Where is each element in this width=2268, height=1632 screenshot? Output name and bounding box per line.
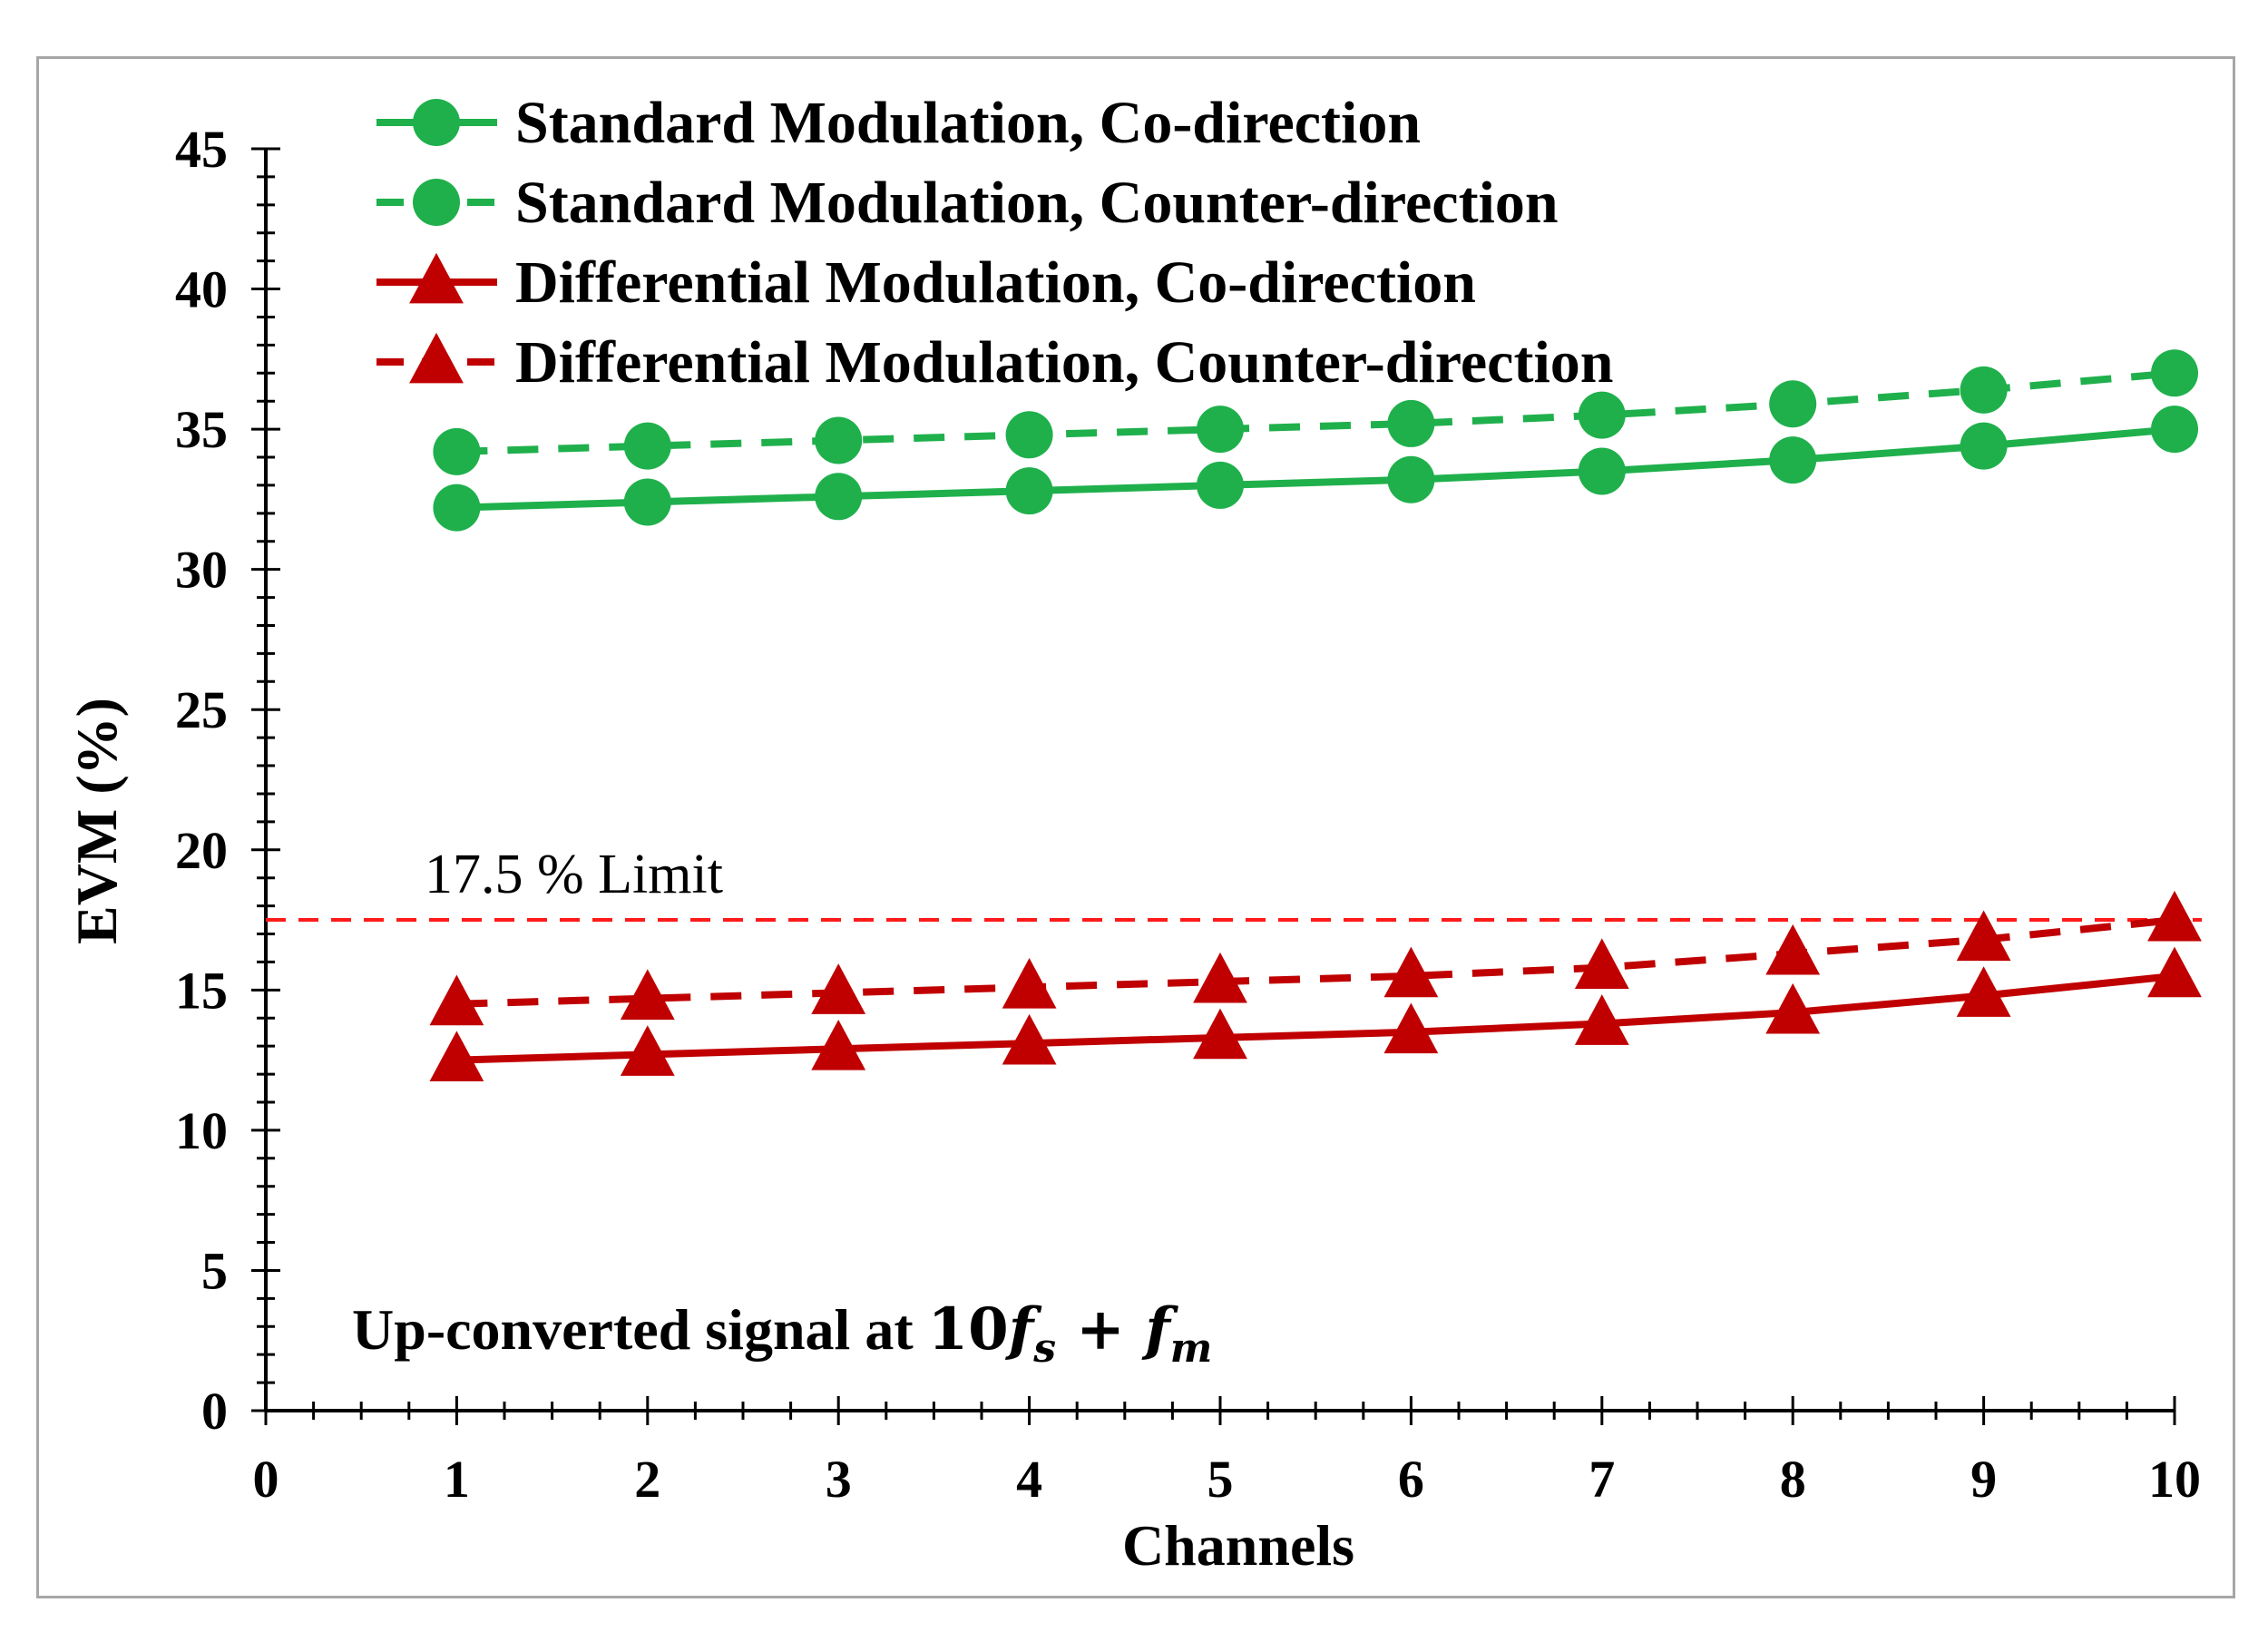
x-tick-label: 6 xyxy=(1398,1450,1424,1509)
data-point-circle xyxy=(1769,436,1817,484)
x-axis: 0 1 2 3 4 5 6 7 8 9 10 xyxy=(253,1396,2201,1509)
annotation-text: Up-converted signal at 10fs + fm xyxy=(352,1295,1212,1372)
legend-item-3: Differential Modulation, Co-direction xyxy=(376,249,1476,316)
data-point-circle xyxy=(1769,380,1817,428)
y-tick-label: 30 xyxy=(175,541,228,600)
data-point-circle xyxy=(815,473,863,521)
series-line xyxy=(456,916,2175,1008)
y-tick-label: 40 xyxy=(175,260,228,319)
x-tick-label: 5 xyxy=(1207,1450,1234,1509)
data-point-triangle xyxy=(811,1020,866,1070)
x-tick-label: 1 xyxy=(444,1450,470,1509)
y-tick-label: 20 xyxy=(175,821,228,880)
data-point-circle xyxy=(433,427,481,475)
x-tick-label: 0 xyxy=(253,1450,279,1509)
data-point-triangle xyxy=(811,963,866,1014)
series-3 xyxy=(429,946,2202,1082)
data-point-circle xyxy=(1387,455,1435,503)
data-point-circle xyxy=(1197,406,1244,454)
data-point-triangle xyxy=(1383,946,1439,998)
data-point-triangle xyxy=(1193,952,1247,1003)
data-point-triangle xyxy=(1002,958,1057,1009)
x-tick-label: 3 xyxy=(826,1450,852,1509)
legend-item-1: Standard Modulation, Co-direction xyxy=(376,90,1421,156)
legend-label: Differential Modulation, Counter-directi… xyxy=(515,329,1614,396)
annotation-sub2: m xyxy=(1170,1325,1213,1372)
data-point-triangle xyxy=(2147,946,2202,998)
data-point-circle xyxy=(1005,467,1053,515)
legend-label: Standard Modulation, Co-direction xyxy=(515,90,1421,156)
x-tick-label: 10 xyxy=(2148,1450,2201,1509)
y-tick-label: 25 xyxy=(175,680,228,739)
data-point-triangle xyxy=(409,252,464,304)
x-tick-label: 7 xyxy=(1589,1450,1615,1509)
data-point-circle xyxy=(2151,349,2198,397)
y-axis: 0 5 10 15 20 25 30 35 40 45 xyxy=(175,120,280,1441)
data-point-triangle xyxy=(429,974,484,1026)
x-tick-label: 2 xyxy=(634,1450,660,1509)
legend-item-4: Differential Modulation, Counter-directi… xyxy=(376,329,1614,396)
data-point-triangle xyxy=(1574,994,1629,1045)
x-tick-label: 9 xyxy=(1970,1450,1997,1509)
data-point-triangle xyxy=(1956,966,2011,1017)
data-point-circle xyxy=(413,179,460,226)
y-tick-label: 35 xyxy=(175,400,228,459)
data-point-triangle xyxy=(2147,890,2202,942)
legend: Standard Modulation, Co-direction Standar… xyxy=(376,90,1614,396)
annotation-coef: 10 xyxy=(928,1295,1009,1363)
data-point-circle xyxy=(1387,399,1435,447)
y-tick-label: 5 xyxy=(201,1241,228,1300)
data-point-circle xyxy=(433,484,481,532)
data-point-triangle xyxy=(1956,910,2011,962)
data-point-triangle xyxy=(620,969,675,1021)
y-tick-label: 10 xyxy=(175,1101,228,1160)
y-tick-label: 0 xyxy=(201,1382,228,1441)
data-point-triangle xyxy=(1765,982,1821,1034)
series-1 xyxy=(433,406,2198,532)
x-tick-label: 8 xyxy=(1780,1450,1806,1509)
data-point-triangle xyxy=(1383,1002,1439,1054)
reference-layer: 17.5 % Limit xyxy=(266,844,2202,923)
chart-frame: 0 5 10 15 20 25 30 35 40 45 0 1 2 3 4 5 6 7 8 9 10 17.5 % L… xyxy=(36,56,2235,1598)
data-point-circle xyxy=(413,99,460,146)
x-tick-label: 4 xyxy=(1016,1450,1042,1509)
limit-label: 17.5 % Limit xyxy=(425,844,723,905)
data-point-circle xyxy=(1197,461,1244,509)
series-layer xyxy=(429,349,2202,1082)
data-point-circle xyxy=(1960,422,2008,470)
data-point-circle xyxy=(623,422,671,470)
data-point-triangle xyxy=(429,1031,484,1082)
data-point-triangle xyxy=(1765,923,1821,975)
data-point-circle xyxy=(2151,406,2198,454)
data-point-circle xyxy=(1578,447,1626,495)
data-point-circle xyxy=(1960,366,2008,414)
annotation-sub1: s xyxy=(1032,1325,1056,1372)
legend-label: Standard Modulation, Counter-direction xyxy=(515,170,1559,236)
data-point-triangle xyxy=(1193,1008,1247,1060)
y-tick-label: 15 xyxy=(175,961,228,1020)
y-axis-title: EVM (%) xyxy=(64,698,129,944)
data-point-triangle xyxy=(1002,1013,1057,1065)
data-point-triangle xyxy=(620,1025,675,1076)
annotation-op: + xyxy=(1056,1295,1145,1363)
series-line xyxy=(456,425,2175,512)
data-point-circle xyxy=(1005,411,1053,459)
data-point-circle xyxy=(623,478,671,526)
series-2 xyxy=(433,349,2198,475)
x-axis-title: Channels xyxy=(1122,1513,1354,1578)
data-point-circle xyxy=(815,416,863,464)
data-point-triangle xyxy=(409,332,464,384)
data-point-circle xyxy=(1578,391,1626,439)
annotation-prefix: Up-converted signal at xyxy=(352,1297,928,1362)
data-point-triangle xyxy=(1574,938,1629,990)
series-line xyxy=(456,369,2175,455)
series-line xyxy=(456,972,2175,1064)
series-4 xyxy=(429,890,2202,1026)
legend-label: Differential Modulation, Co-direction xyxy=(515,249,1476,316)
y-tick-label: 45 xyxy=(175,120,228,179)
legend-item-2: Standard Modulation, Counter-direction xyxy=(376,170,1559,236)
